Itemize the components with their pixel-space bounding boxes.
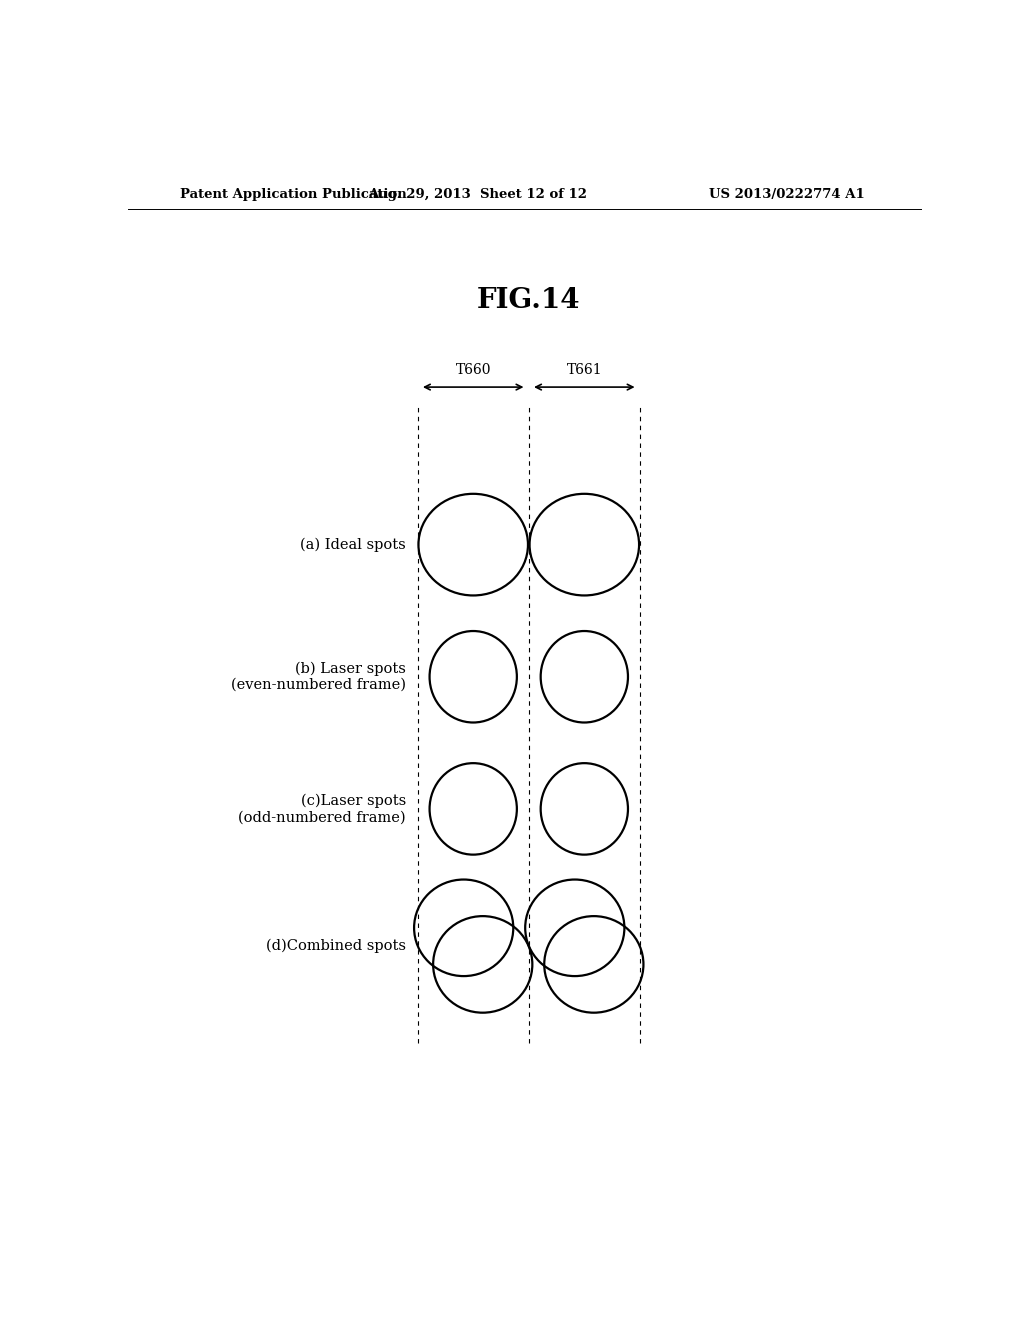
- Text: T660: T660: [456, 363, 490, 378]
- Text: (d)Combined spots: (d)Combined spots: [266, 939, 406, 953]
- Text: (c)Laser spots
(odd-numbered frame): (c)Laser spots (odd-numbered frame): [239, 793, 406, 824]
- Text: US 2013/0222774 A1: US 2013/0222774 A1: [709, 189, 864, 202]
- Text: T661: T661: [566, 363, 602, 378]
- Text: (a) Ideal spots: (a) Ideal spots: [300, 537, 406, 552]
- Text: Patent Application Publication: Patent Application Publication: [179, 189, 407, 202]
- Text: (b) Laser spots
(even-numbered frame): (b) Laser spots (even-numbered frame): [230, 661, 406, 692]
- Text: Aug. 29, 2013  Sheet 12 of 12: Aug. 29, 2013 Sheet 12 of 12: [368, 189, 587, 202]
- Text: FIG.14: FIG.14: [477, 288, 581, 314]
